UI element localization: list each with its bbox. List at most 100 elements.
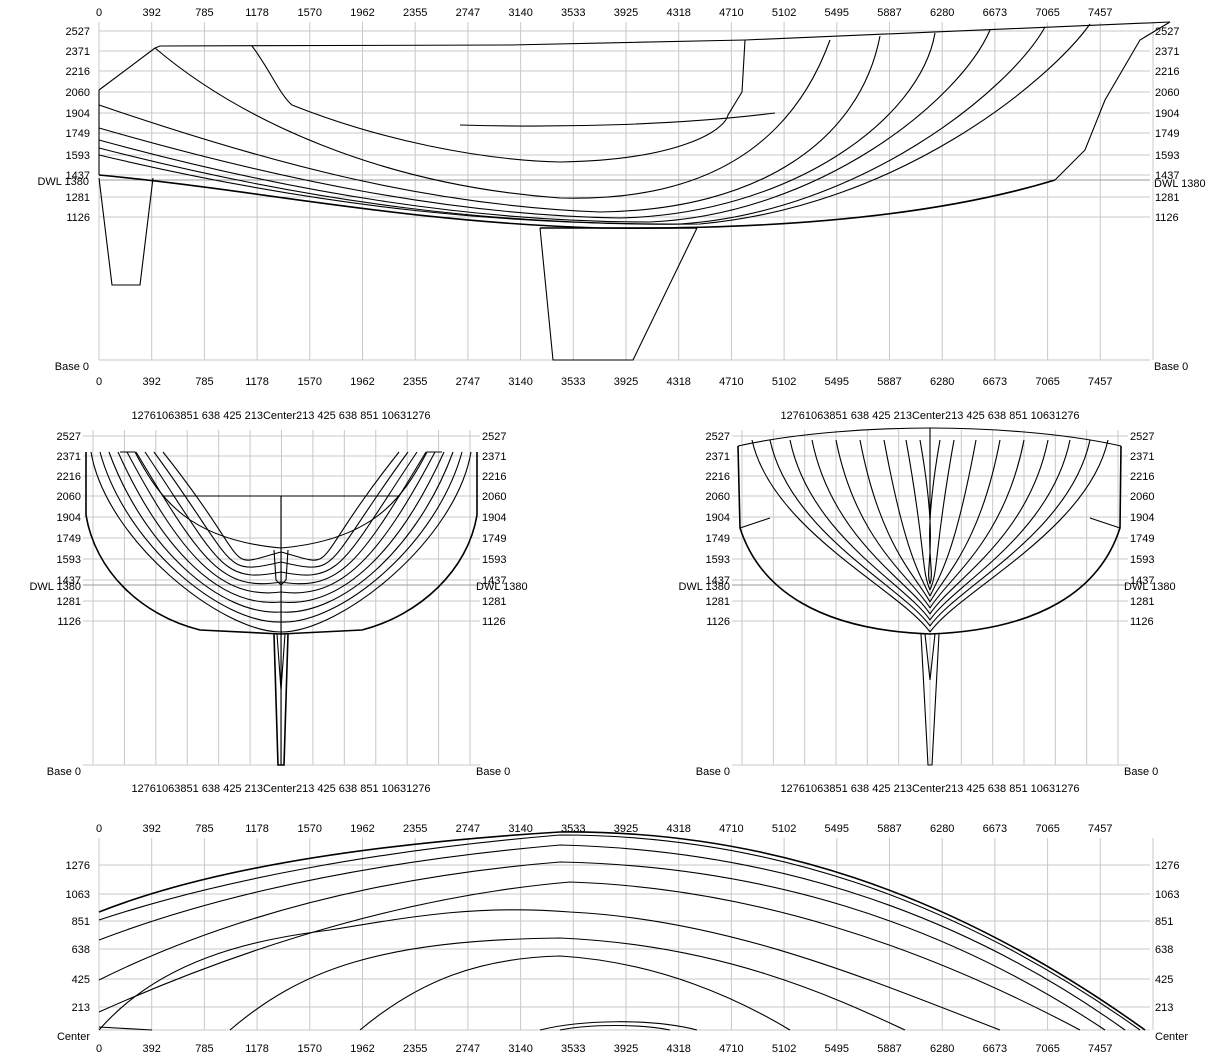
height-tick-label: 2527: [66, 26, 90, 38]
length-tick-label: 7457: [1088, 376, 1112, 388]
station-line-port: [90, 451, 282, 633]
station-line-stbd: [280, 451, 463, 623]
height-tick-label: 2060: [66, 87, 90, 99]
length-tick-label: 2355: [403, 823, 427, 835]
length-tick-label: 3140: [508, 7, 532, 19]
height-tick-label: 1126: [482, 616, 506, 628]
station-line-stbd: [929, 439, 1025, 609]
length-tick-label: 4318: [666, 823, 690, 835]
station-line-stbd: [929, 439, 941, 585]
height-tick-label: 1593: [1155, 150, 1179, 162]
height-tick-label: 1281: [57, 596, 81, 608]
breadth-tick-label: 851: [72, 916, 90, 928]
breadth-tick-label: 638: [72, 944, 90, 956]
station-line-stbd: [929, 439, 977, 597]
height-tick-label: 1749: [1155, 128, 1179, 140]
length-tick-label: 1570: [298, 376, 322, 388]
length-tick-label: 1178: [245, 1043, 269, 1055]
keel-fin: [920, 633, 940, 766]
station-line-port: [751, 439, 931, 633]
breadth-tick-label: 425: [1155, 974, 1173, 986]
center-label: Center: [1155, 1031, 1188, 1043]
station-line-stbd: [280, 451, 409, 568]
station-line-stbd: [280, 451, 436, 594]
length-tick-label: 1962: [350, 1043, 374, 1055]
length-tick-label: 4318: [666, 376, 690, 388]
length-tick-label: 3533: [561, 1043, 585, 1055]
length-tick-label: 4710: [719, 1043, 743, 1055]
height-tick-label: 2060: [57, 491, 81, 503]
dwl-label: DWL 1380: [1154, 178, 1206, 190]
station-line-port: [859, 439, 931, 603]
height-tick-label: 1749: [706, 533, 730, 545]
breadth-tick-labels: 12761063851 638 425 213Center213 425 638…: [131, 410, 430, 422]
length-tick-label: 5102: [772, 823, 796, 835]
hull-outline: [737, 445, 1122, 635]
length-tick-label: 3140: [508, 1043, 532, 1055]
height-tick-label: 2527: [482, 431, 506, 443]
height-tick-label: 1904: [57, 512, 81, 524]
height-tick-label: 1904: [1130, 512, 1154, 524]
station-line-port: [153, 451, 282, 568]
length-tick-label: 785: [195, 7, 213, 19]
length-tick-label: 5102: [772, 7, 796, 19]
body-plan-aft: 12761063851 638 425 213Center213 425 638…: [29, 410, 527, 795]
length-tick-label: 0: [96, 1043, 102, 1055]
breadth-tick-label: 213: [1155, 1002, 1173, 1014]
length-tick-label: 2747: [456, 1043, 480, 1055]
height-tick-label: 2060: [706, 491, 730, 503]
rudder-outline: [98, 177, 154, 286]
height-tick-label: 1593: [482, 554, 506, 566]
length-tick-label: 7457: [1088, 1043, 1112, 1055]
station-line-port: [108, 451, 282, 613]
height-tick-label: 1749: [1130, 533, 1154, 545]
height-tick-label: 2371: [57, 451, 81, 463]
buttock-line: [98, 29, 991, 223]
keel-fin-inner: [276, 633, 286, 691]
length-tick-label: 5887: [877, 1043, 901, 1055]
waterline: [229, 937, 906, 1031]
height-tick-label: 1126: [1130, 616, 1154, 628]
length-tick-label: 785: [195, 823, 213, 835]
length-tick-label: 6673: [983, 1043, 1007, 1055]
height-tick-label: 1437: [706, 575, 730, 587]
height-tick-label: 2371: [66, 46, 90, 58]
length-tick-label: 0: [96, 376, 102, 388]
length-tick-label: 5887: [877, 823, 901, 835]
buttock-line: [98, 23, 1091, 225]
station-line-port: [769, 439, 931, 627]
station-line-stbd: [929, 439, 1071, 621]
station-line-port: [919, 439, 931, 585]
height-tick-label: 2216: [66, 66, 90, 78]
station-line-stbd: [929, 439, 955, 591]
sheer-line: [98, 21, 1171, 91]
length-tick-label: 1962: [350, 823, 374, 835]
length-tick-label: 1178: [245, 7, 269, 19]
station-line-port: [883, 439, 931, 597]
height-tick-label: 2216: [57, 471, 81, 483]
length-tick-label: 5102: [772, 1043, 796, 1055]
length-tick-label: 6673: [983, 823, 1007, 835]
length-tick-label: 2747: [456, 7, 480, 19]
length-tick-label: 7065: [1035, 1043, 1059, 1055]
length-tick-label: 2355: [403, 1043, 427, 1055]
length-tick-label: 1962: [350, 7, 374, 19]
height-tick-label: 1749: [66, 128, 90, 140]
height-tick-label: 1593: [57, 554, 81, 566]
height-tick-label: 1437: [66, 170, 90, 182]
station-line-port: [144, 451, 282, 576]
length-tick-label: 392: [143, 376, 161, 388]
cabin-line: [251, 39, 746, 163]
height-tick-label: 1437: [1130, 575, 1154, 587]
height-tick-label: 2527: [1130, 431, 1154, 443]
length-tick-label: 7065: [1035, 376, 1059, 388]
length-tick-label: 4318: [666, 7, 690, 19]
station-line-port: [117, 451, 282, 603]
height-tick-label: 1904: [482, 512, 506, 524]
base-label: Base 0: [55, 361, 89, 373]
length-tick-label: 2747: [456, 823, 480, 835]
keel-plan-inner: [559, 1024, 671, 1031]
length-tick-label: 3140: [508, 376, 532, 388]
